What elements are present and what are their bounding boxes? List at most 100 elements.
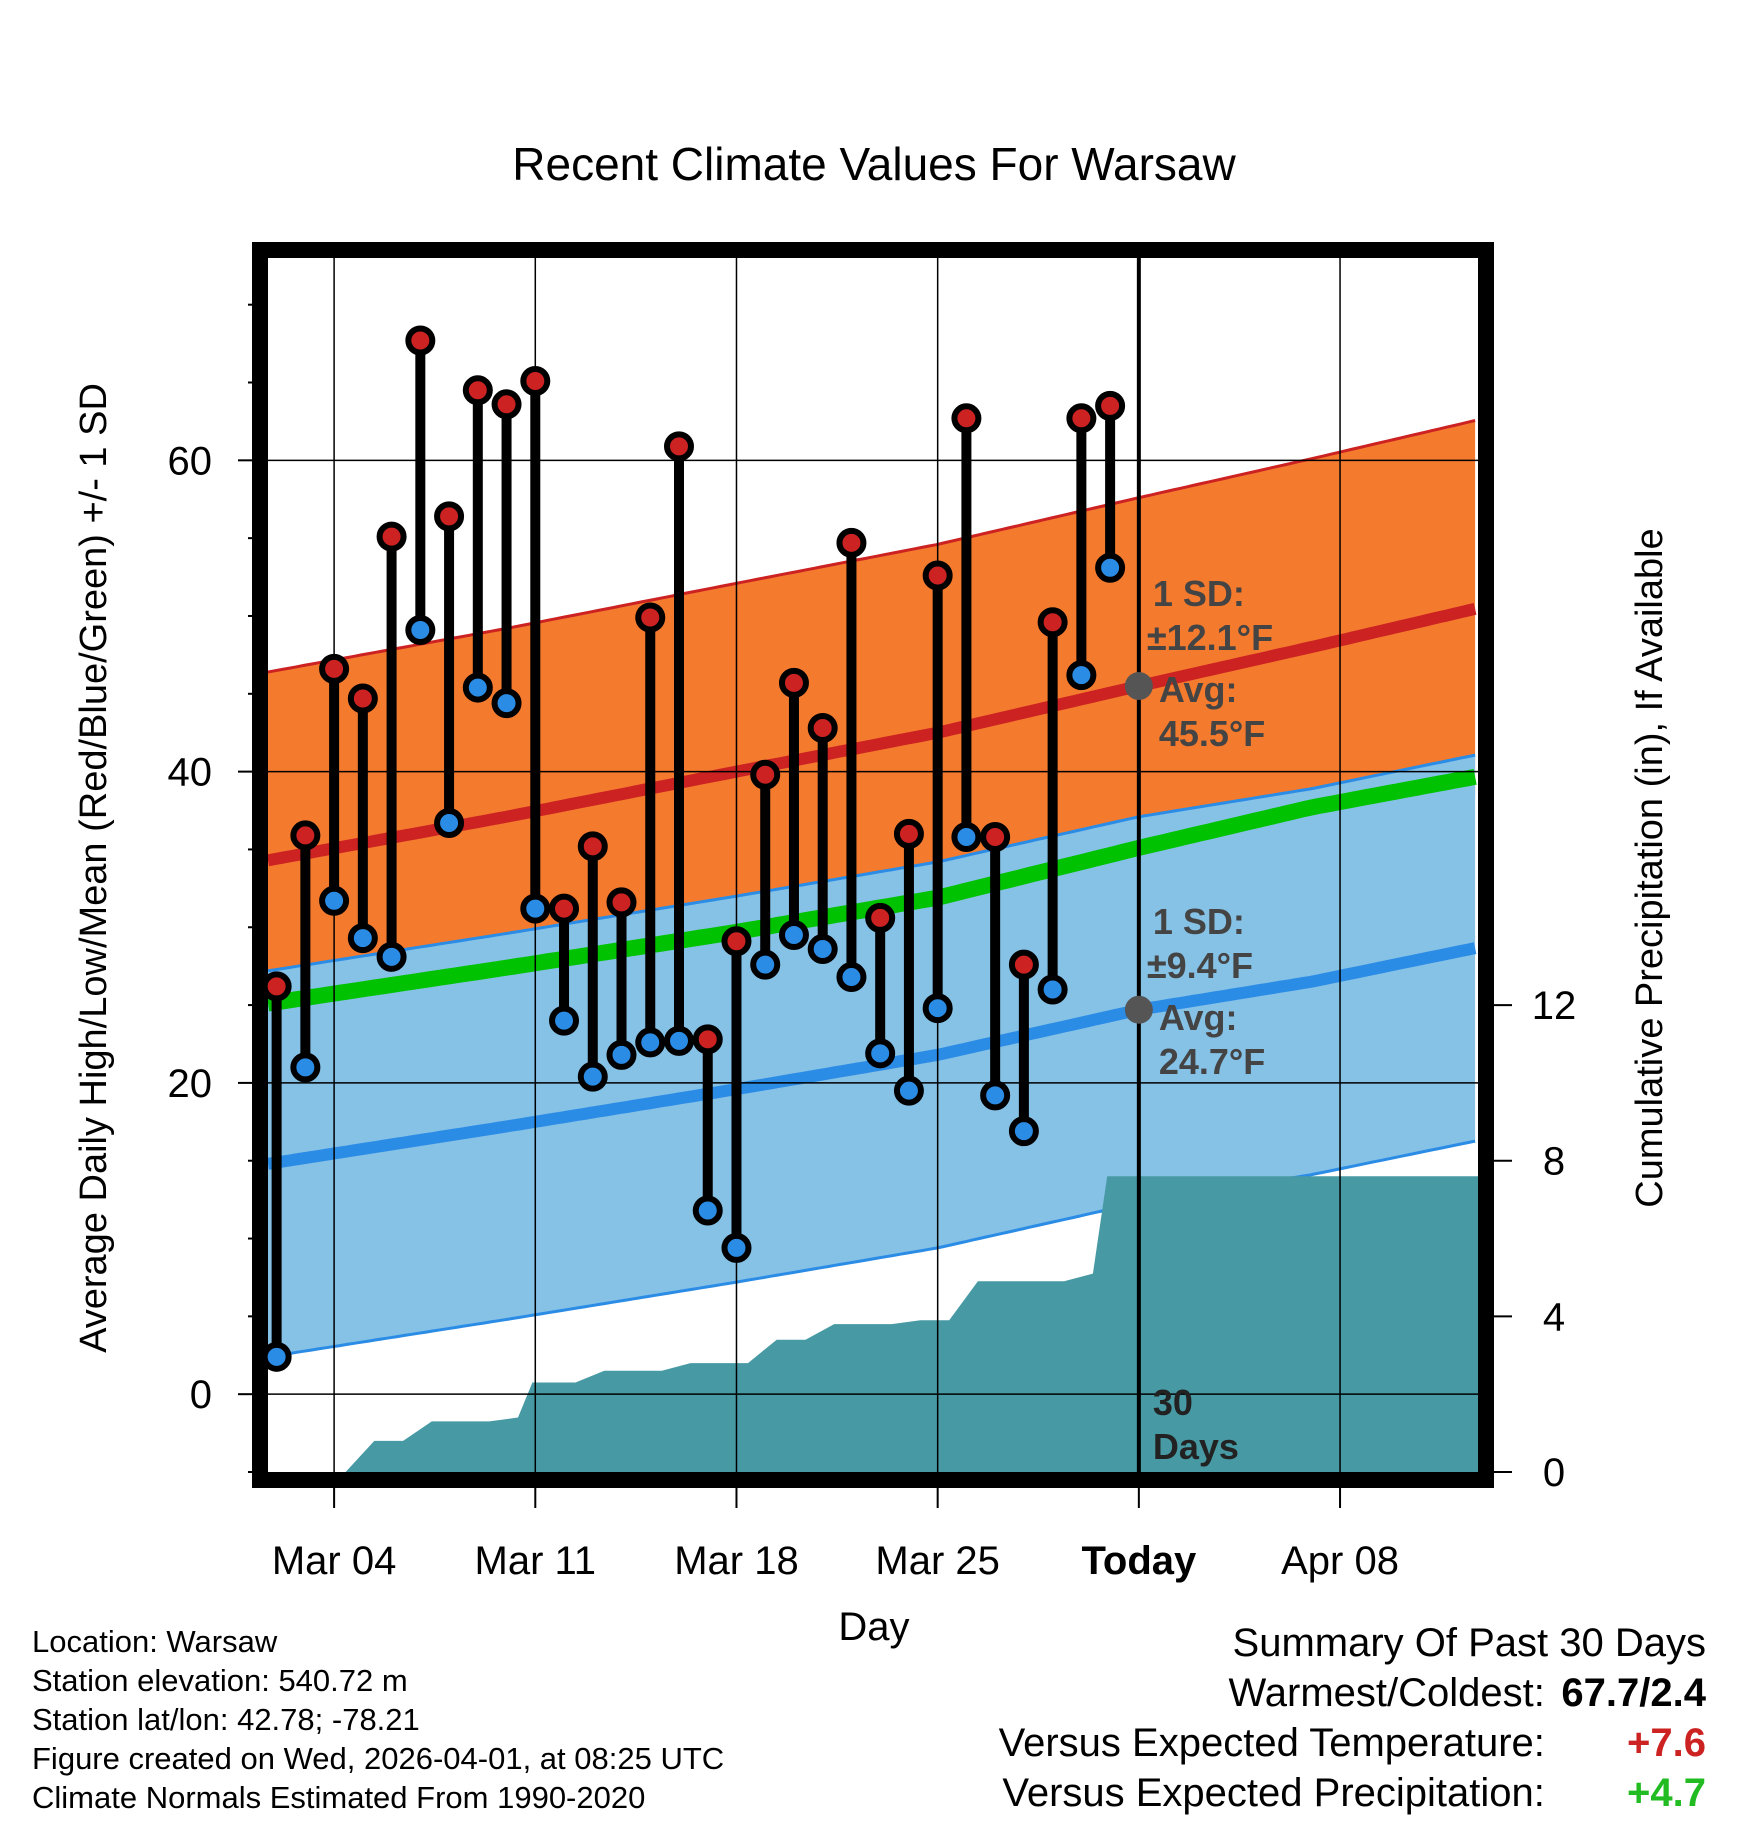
summary-title: Summary Of Past 30 Days [1232,1621,1706,1665]
left-tick-label: 0 [190,1373,212,1417]
low-point [376,941,407,972]
high-upper-edge [268,419,1476,674]
high-normal-line [268,603,1477,867]
low-point [951,821,982,852]
temp-value: +7.6 [1627,1721,1706,1765]
high-point [721,926,752,957]
high-point [405,325,436,356]
high-point [750,759,781,790]
temp-label: Versus Expected Temperature: [998,1721,1545,1765]
high-point [261,971,292,1002]
high-sd-band [268,420,1476,1049]
high-point [692,1024,723,1055]
low-point [750,949,781,980]
high-point [577,831,608,862]
plot-frame [252,242,1494,1488]
high-point [836,527,867,558]
high-annotation-line2: ±12.1°F [1147,617,1273,658]
low-point [922,993,953,1024]
precip-value: +4.7 [1627,1771,1706,1815]
low-point [807,934,838,965]
high-point [376,521,407,552]
x-axis-title: Day [838,1605,909,1649]
elevation-text: Station elevation: 540.72 m [32,1663,408,1698]
high-point [1037,607,1068,638]
high-point [1008,949,1039,980]
latlon-text: Station lat/lon: 42.78; -78.21 [32,1702,420,1737]
right-tick-label: 8 [1543,1140,1565,1184]
low-point [1008,1116,1039,1147]
high-point [778,667,809,698]
high-point [290,820,321,851]
high-point [663,431,694,462]
low-point [347,923,378,954]
low-point [721,1232,752,1263]
low-upper-edge [268,753,1476,973]
low-point [635,1027,666,1058]
high-point [922,560,953,591]
low-point [577,1061,608,1092]
days-annotation-label: Days [1153,1426,1239,1467]
low-point [1095,552,1126,583]
right-tick-label: 0 [1543,1451,1565,1495]
high-point [1066,403,1097,434]
x-tick-label: Mar 11 [475,1539,597,1583]
low-annotation-line3: Avg: [1159,997,1238,1038]
high-annotation-line4: 45.5°F [1159,713,1265,754]
left-axis-title: Average Daily High/Low/Mean (Red/Blue/Gr… [73,383,115,1353]
low-point [491,688,522,719]
summary-warmest-row: Warmest/Coldest: 67.7/2.4 [999,1668,1707,1718]
low-point [893,1075,924,1106]
low-point [836,962,867,993]
right-tick-label: 12 [1532,984,1577,1028]
low-point [261,1341,292,1372]
x-tick-label: Mar 04 [272,1539,397,1583]
low-point [865,1038,896,1069]
high-point [606,887,637,918]
low-normal-line [268,942,1477,1170]
high-point [951,403,982,434]
high-point [865,902,896,933]
axis-labels: 0 20 40 60 0 4 8 12 Mar 04 Mar 11 Mar 18 Mar 25 Toda… [73,383,1671,1649]
normals-text: Climate Normals Estimated From 1990-2020 [32,1780,646,1815]
chart-title: Recent Climate Values For Warsaw [512,138,1236,190]
station-info: Location: Warsaw Station elevation: 540.… [32,1622,724,1817]
low-point [606,1039,637,1070]
low-point [549,1005,580,1036]
low-point [405,614,436,645]
precip-area [314,1176,1478,1472]
right-tick-label: 4 [1543,1295,1565,1339]
low-point [462,672,493,703]
x-tick-label: Apr 08 [1281,1539,1399,1583]
low-point [520,893,551,924]
low-annotation-line2: ±9.4°F [1147,945,1253,986]
high-point [434,501,465,532]
today-high-avg-marker [1124,672,1153,701]
days-annotation-number: 30 [1153,1382,1193,1423]
high-point [893,818,924,849]
high-point [635,602,666,633]
low-point [663,1025,694,1056]
low-annotation-line1: 1 SD: [1153,901,1245,942]
summary-precip-row: Versus Expected Precipitation: +4.7 [999,1768,1706,1818]
warmest-value: 67.7/2.4 [1561,1671,1706,1715]
high-point [807,713,838,744]
high-annotation-line1: 1 SD: [1153,573,1245,614]
x-tick-label: Today [1081,1539,1197,1583]
created-text: Figure created on Wed, 2026-04-01, at 08… [32,1741,725,1776]
low-annotation-line4: 24.7°F [1159,1041,1265,1082]
precip-label: Versus Expected Precipitation: [1002,1771,1545,1815]
x-tick-label: Mar 25 [875,1539,1000,1583]
left-tick-label: 20 [168,1062,213,1106]
location-text: Location: Warsaw [32,1624,278,1659]
low-point [778,920,809,951]
low-point [1066,660,1097,691]
high-point [347,683,378,714]
summary-temp-row: Versus Expected Temperature: +7.6 [999,1718,1706,1768]
summary-panel: Summary Of Past 30 Days Warmest/Coldest:… [999,1618,1706,1818]
left-tick-label: 40 [168,751,213,795]
warmest-label: Warmest/Coldest: [1228,1671,1545,1715]
low-point [692,1195,723,1226]
